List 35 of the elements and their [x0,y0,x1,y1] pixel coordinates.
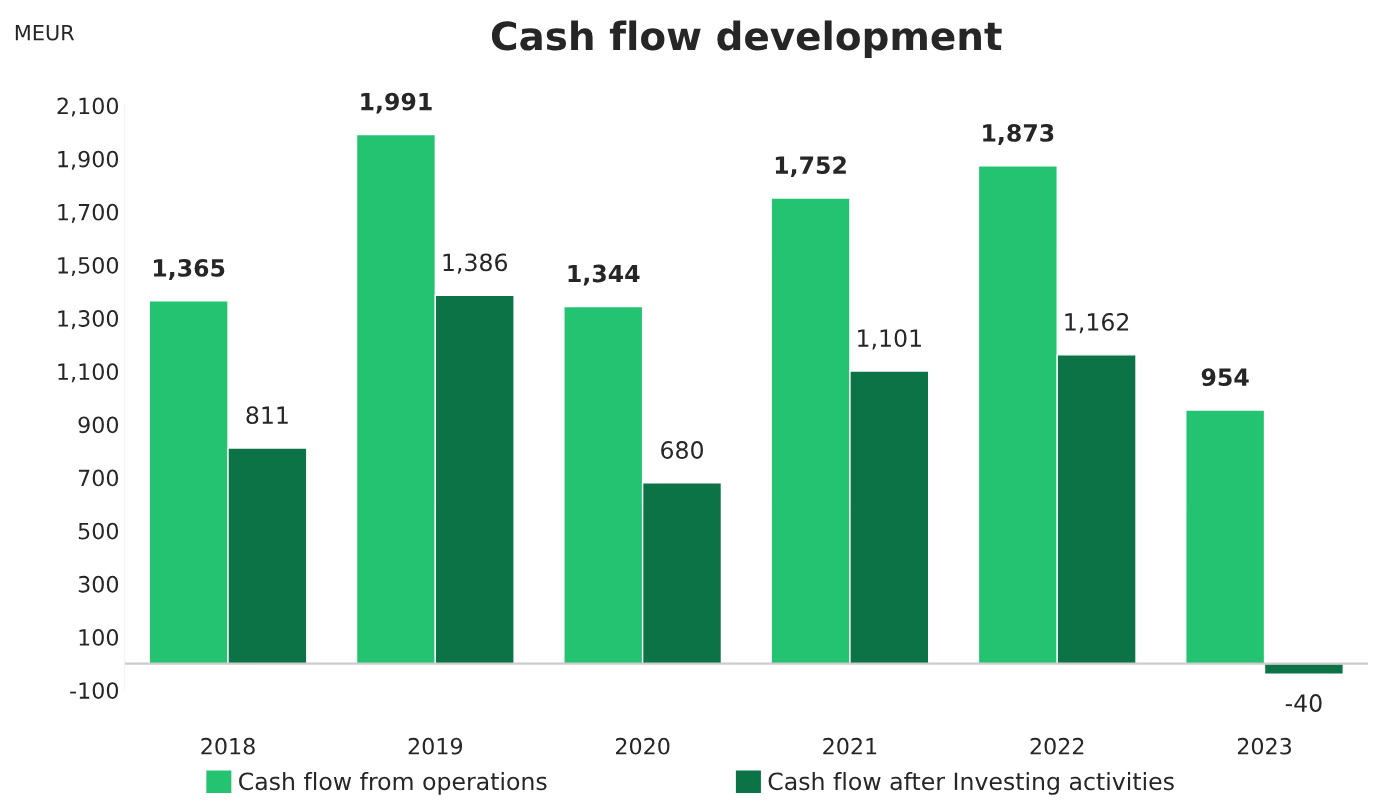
data-label: -40 [1285,694,1322,712]
bar [1185,409,1266,665]
y-tick-label: -100 [70,682,119,699]
y-tick-label: 700 [78,469,119,487]
y-tick-label: 1,900 [58,150,119,170]
data-label: 954 [1201,368,1249,387]
data-label: 1,873 [983,124,1054,145]
chart-title: Cash flow development [491,20,1002,59]
data-label: 1,386 [443,253,508,274]
x-tick-label: 2018 [201,737,255,755]
legend-label: Cash flow from operations [239,771,547,795]
x-tick-label: 2019 [408,737,463,755]
y-tick-label: 2,100 [57,97,119,117]
data-label: 1,365 [153,259,225,280]
y-tick-label: 1,300 [58,310,119,330]
data-label: 1,101 [858,329,921,350]
data-label: 1,344 [568,264,640,286]
data-label: 811 [246,406,288,425]
y-axis-title: MEUR [15,25,75,41]
y-tick-label: 1,500 [58,256,119,277]
y-tick-label: 900 [78,416,119,434]
x-tick-label: 2023 [1237,737,1292,755]
x-tick-label: 2021 [823,737,877,755]
y-tick-label: 1,100 [58,363,119,383]
y-tick-label: 1,700 [58,203,119,223]
y-tick-label: 300 [78,575,119,593]
y-tick-label: 100 [79,629,119,646]
data-label: 1,991 [361,92,432,114]
data-label: 680 [661,441,703,459]
data-label: 1,752 [775,156,846,178]
x-tick-label: 2020 [615,737,670,755]
x-tick-label: 2022 [1030,737,1084,755]
y-tick-label: 500 [78,522,119,540]
legend-label: Cash flow after Investing activities [768,771,1174,795]
data-label: 1,162 [1065,312,1129,334]
